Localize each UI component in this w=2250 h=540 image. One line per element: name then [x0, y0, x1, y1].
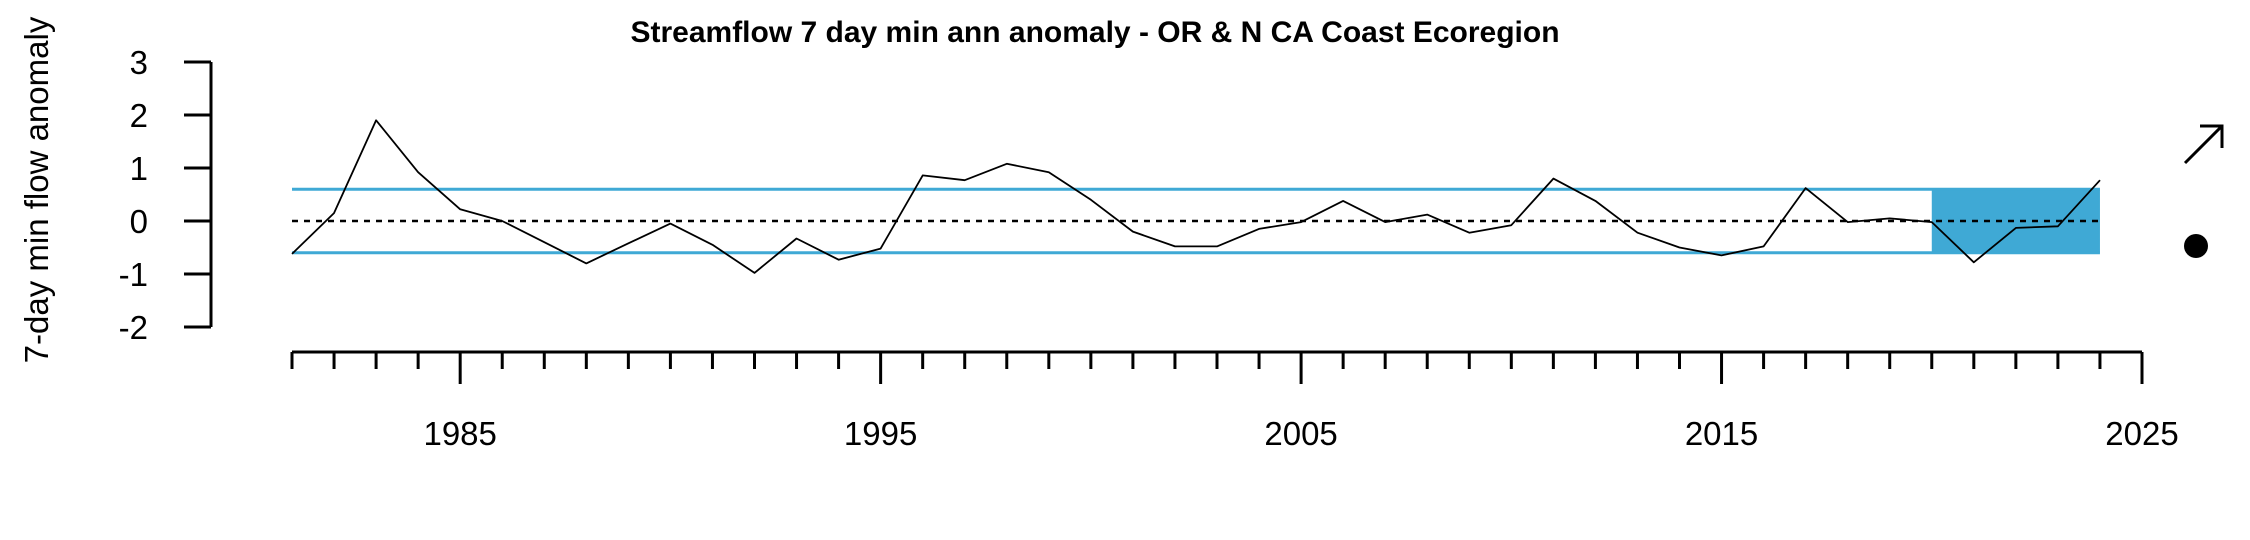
- arrow-head: [2200, 124, 2224, 148]
- y-tick-label: -2: [119, 309, 148, 346]
- legend-symbols: [2183, 124, 2224, 258]
- y-tick-label: 0: [130, 203, 148, 240]
- arrow-up-right-icon: [2183, 124, 2224, 165]
- arrow-shaft: [2183, 125, 2223, 165]
- x-tick-label: 2005: [1264, 415, 1337, 452]
- series-line: [291, 119, 2101, 274]
- y-tick-label: -1: [119, 256, 148, 293]
- y-axis-label: 7-day min flow anomaly: [18, 16, 55, 363]
- recent-period-highlight: [1931, 189, 2100, 253]
- x-tick-label: 2015: [1685, 415, 1758, 452]
- x-tick-label: 1985: [423, 415, 496, 452]
- x-axis: 1985 1995 2005 2015 2025: [290, 350, 2179, 452]
- filled-circle-icon: [2184, 234, 2208, 258]
- plot-area: [291, 119, 2101, 274]
- y-tick-label: 1: [130, 150, 148, 187]
- y-axis: -2 -1 0 1 2 3: [119, 44, 213, 346]
- chart-title: Streamflow 7 day min ann anomaly - OR & …: [630, 16, 1559, 49]
- y-tick-label: 2: [130, 97, 148, 134]
- y-tick-label: 3: [130, 44, 148, 81]
- x-tick-label: 1995: [844, 415, 917, 452]
- x-tick-label: 2025: [2105, 415, 2178, 452]
